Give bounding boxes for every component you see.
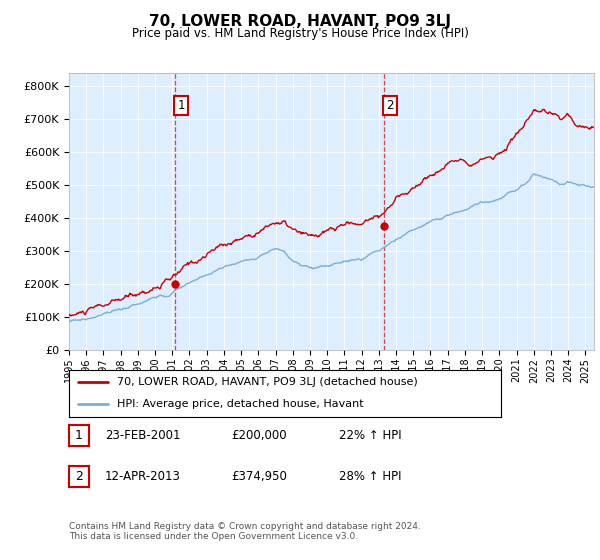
Text: HPI: Average price, detached house, Havant: HPI: Average price, detached house, Hava… — [116, 399, 363, 409]
Text: 1: 1 — [75, 429, 83, 442]
Text: 23-FEB-2001: 23-FEB-2001 — [105, 429, 181, 442]
Text: 22% ↑ HPI: 22% ↑ HPI — [339, 429, 401, 442]
Text: 70, LOWER ROAD, HAVANT, PO9 3LJ: 70, LOWER ROAD, HAVANT, PO9 3LJ — [149, 14, 451, 29]
Text: 1: 1 — [177, 99, 185, 113]
Text: £200,000: £200,000 — [231, 429, 287, 442]
Text: 2: 2 — [386, 99, 394, 113]
Text: 12-APR-2013: 12-APR-2013 — [105, 470, 181, 483]
Text: 28% ↑ HPI: 28% ↑ HPI — [339, 470, 401, 483]
Text: Price paid vs. HM Land Registry's House Price Index (HPI): Price paid vs. HM Land Registry's House … — [131, 27, 469, 40]
Text: Contains HM Land Registry data © Crown copyright and database right 2024.
This d: Contains HM Land Registry data © Crown c… — [69, 522, 421, 542]
Text: 2: 2 — [75, 470, 83, 483]
Text: £374,950: £374,950 — [231, 470, 287, 483]
Text: 70, LOWER ROAD, HAVANT, PO9 3LJ (detached house): 70, LOWER ROAD, HAVANT, PO9 3LJ (detache… — [116, 377, 417, 388]
